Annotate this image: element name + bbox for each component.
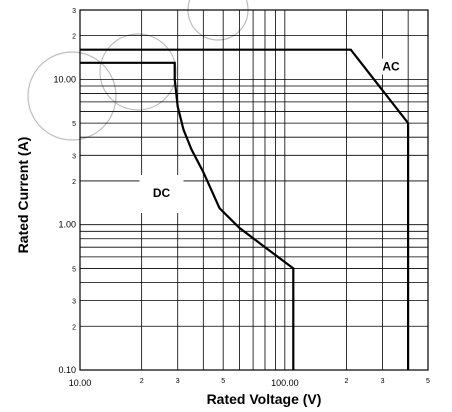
x-tick-label: 5 [426,378,430,385]
ac-label-background [375,58,408,75]
x-tick-label: 5 [221,378,225,385]
y-tick-label: 2 [72,179,76,186]
x-tick-label: 3 [176,378,180,385]
y-tick-label: 10.00 [53,74,76,84]
x-tick-label: 100.00 [271,378,299,388]
x-tick-label: 2 [345,378,349,385]
series-line-dc [80,61,295,370]
series-label-ac: AC [382,60,400,74]
y-tick-label: 3 [72,8,76,15]
y-tick-label: 5 [72,121,76,128]
y-tick-label: 5 [72,266,76,273]
plot-frame [79,9,429,371]
y-tick-label: 2 [72,324,76,331]
y-axis-title: Rated Current (A) [15,137,31,254]
y-tick-label: 0.10 [58,365,76,375]
y-tick-label: 3 [72,299,76,306]
series-labels: AC DC [139,58,408,214]
dc-label-background [139,175,184,214]
series-line-ac [80,48,410,370]
x-tick-label: 2 [140,378,144,385]
watermark-logo [27,0,249,141]
y-tick-label: 2 [72,34,76,41]
x-tick-label: 10.00 [69,378,92,388]
y-tick-label: 1.00 [58,220,76,230]
x-tick-label: 3 [381,378,385,385]
y-tick-label: 3 [72,153,76,160]
series-label-dc: DC [153,186,171,200]
x-axis-title: Rated Voltage (V) [207,391,322,407]
tick-labels: 10.00 2 3 5 100.00 2 3 5 0.10 2 3 5 1.00 2 3 5 10.00 2 3 [53,8,430,388]
series-curves [80,48,410,370]
